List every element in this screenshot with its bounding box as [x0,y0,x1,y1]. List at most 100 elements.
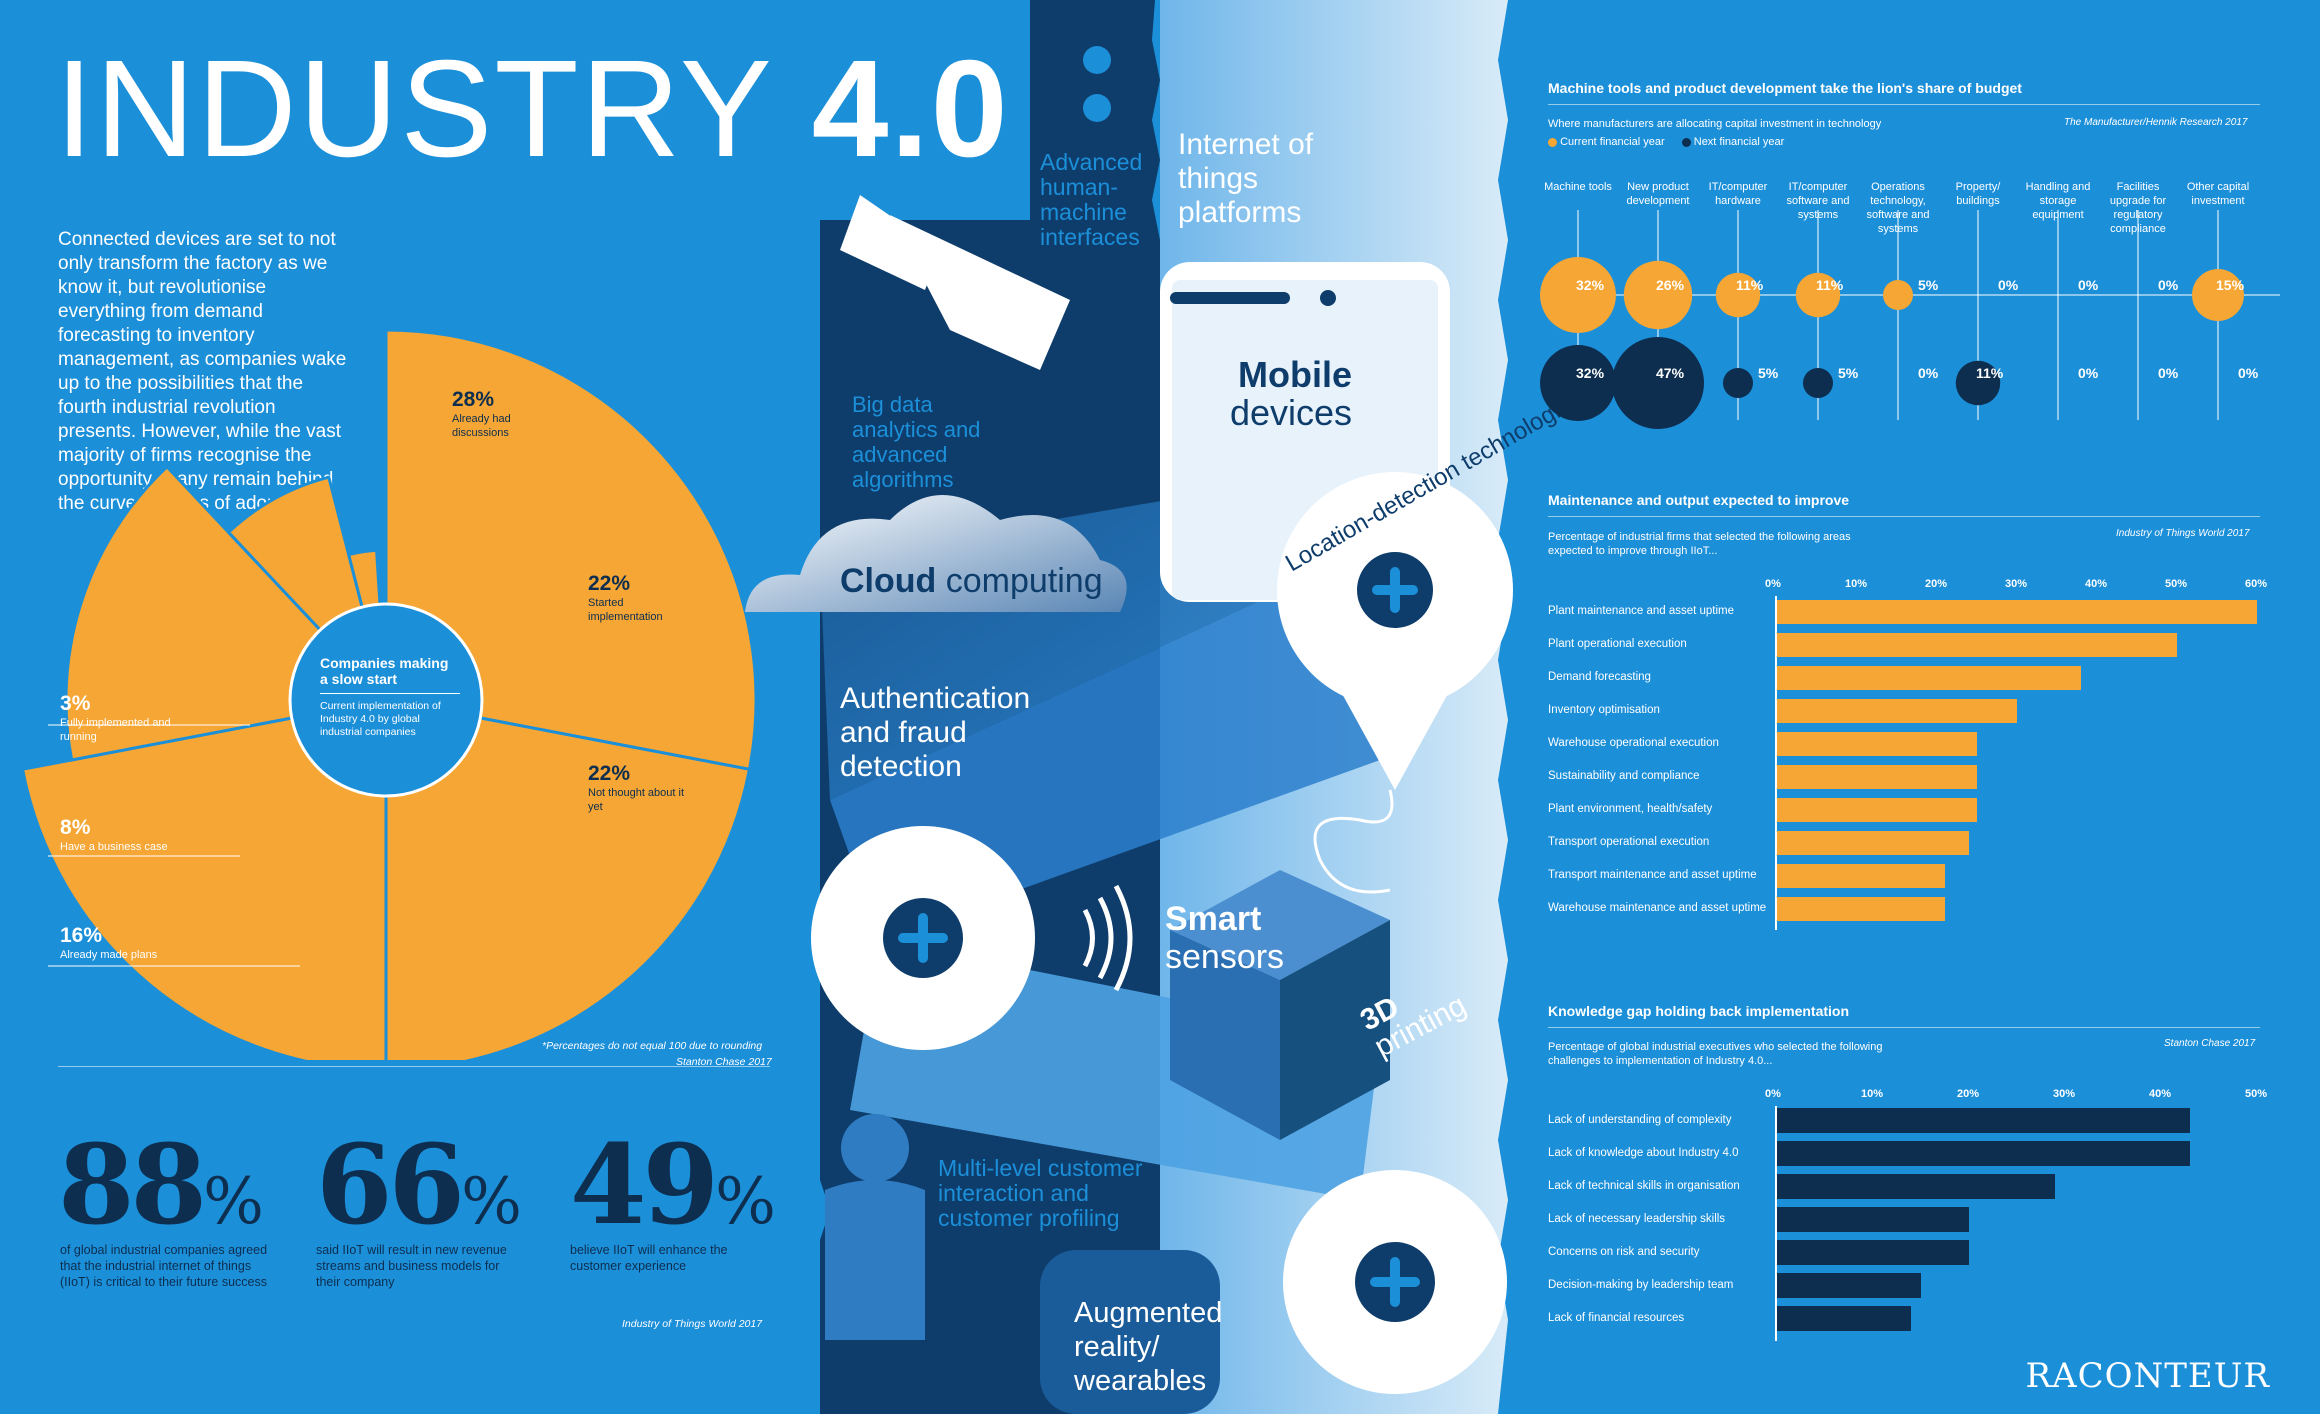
bubble-current [1882,279,1914,311]
bubble-value-label: 5% [1918,277,1939,293]
stat-66: 66% [316,1120,522,1249]
page-title: INDUSTRY 4.0 [55,40,1010,178]
bubble-value-label: 5% [1838,365,1859,381]
bubble-subtitle: Where manufacturers are allocating capit… [1548,118,1882,130]
pie-slice-28 [384,328,758,772]
slice-label-22-started: 22% Started implementation [588,572,663,623]
brand-logo: RACONTEUR [2025,1356,2270,1396]
bubble-value-label: 26% [1656,277,1685,293]
bar2-subtitle: Percentage of global industrial executiv… [1548,1041,1883,1067]
bubble-legend: Current financial year Next financial ye… [1548,135,1784,149]
bar-category-label: Warehouse operational execution [1548,737,1719,749]
label-smart: Smart sensors [1165,900,1285,976]
bubble-current [1623,260,1693,330]
cube-side [1280,920,1390,1140]
tick-label: 60% [2245,578,2268,590]
bar-axis [1775,596,1777,930]
bubble-value-label: 0% [2158,365,2179,381]
slice-label-28: 28% Already had discussions [452,388,511,439]
bar [1777,732,1977,756]
location-plus-icon [1372,567,1418,613]
bubble-value-label: 32% [1576,365,1605,381]
pie-center-label: Companies making a slow start Current im… [320,655,460,739]
bubble-col-header: IT/computer hardware [1708,181,1768,207]
label-ar: Augmented reality/ wearables [1074,1297,1223,1397]
legend-next-swatch [1681,137,1691,147]
bubble-value-label: 0% [1998,277,2019,293]
bubble-current [1715,272,1761,318]
bubble-current [2192,269,2244,321]
cube-top [1170,870,1390,980]
bar-category-label: Demand forecasting [1548,671,1651,683]
mobile-camera [1320,290,1336,306]
label-multi-level: Multi-level customer interaction and cus… [938,1155,1143,1231]
pie-chart [20,328,758,1060]
bar [1777,1273,1921,1298]
tick-label: 20% [1957,1088,1980,1100]
bar [1777,1240,1969,1265]
sensor-plus-icon [898,913,948,963]
bubble-source: The Manufacturer/Hennik Research 2017 [2064,117,2248,128]
bar [1777,1306,1912,1331]
bubble-col-header: Property/ buildings [1955,181,2001,207]
bubble-next [1722,367,1754,399]
bubble-next [1540,345,1616,421]
stat-49-desc: believe IIoT will enhance the customer e… [570,1243,728,1273]
tech-illustration [745,0,1513,1414]
slice-label-16: 16% Already made plans [60,924,158,961]
wave-1 [1082,908,1095,968]
bar-category-label: Lack of technical skills in organisation [1548,1179,1740,1192]
bubble-current [1540,257,1616,333]
bubble-title: Machine tools and product development ta… [1548,80,2022,96]
bubble-col-header: New product development [1626,181,1690,207]
pie-slice-22 [20,698,388,1060]
location-pin-tip [1340,690,1450,790]
robot-arm-lower [890,215,1070,370]
bar [1777,666,2081,690]
bar-category-label: Lack of understanding of complexity [1548,1113,1732,1126]
bar [1777,1174,2056,1199]
pie-source: Stanton Chase 2017 [676,1056,772,1068]
bubble-current [1795,272,1841,318]
tick-label: 10% [1861,1088,1884,1100]
wire [1313,789,1394,894]
tick-label: 10% [1845,578,1868,590]
stat-88: 88% [58,1120,264,1249]
tick-label: 30% [2053,1088,2076,1100]
bar [1777,600,2257,624]
divider [58,1066,770,1067]
pie-subtitle: Current implementation of Industry 4.0 b… [320,700,441,738]
stat-66-desc: said IIoT will result in new revenue str… [316,1243,507,1289]
bar-axis [1775,1106,1777,1341]
tick-label: 30% [2005,578,2028,590]
bubble-next [1955,360,2001,406]
title-bold: 4.0 [811,32,1010,186]
bar [1777,765,1977,789]
bar [1777,798,1977,822]
bar-category-label: Lack of necessary leadership skills [1548,1212,1726,1225]
bubble-value-label: 5% [1758,365,1779,381]
bubble-value-label: 0% [2078,277,2099,293]
bubble-value-label: 11% [1816,277,1844,293]
bar-category-label: Lack of financial resources [1548,1311,1685,1324]
bar1-source: Industry of Things World 2017 [2116,528,2250,539]
tick-label: 20% [1925,578,1948,590]
pie-slice-22 [384,698,752,1060]
bubble-value-label: 11% [1736,277,1764,293]
label-big-data: Big data analytics and advanced algorith… [852,392,981,492]
tick-label: 40% [2085,578,2108,590]
bar2-source: Stanton Chase 2017 [2164,1038,2256,1049]
stat-49: 49% [570,1120,776,1249]
bubble-value-label: 0% [1918,365,1939,381]
bubble-value-label: 32% [1576,277,1605,293]
cloud-shape [745,495,1127,612]
bar [1777,1141,2190,1166]
tick-label: 50% [2245,1088,2268,1100]
bar-category-label: Decision-making by leadership team [1548,1278,1734,1291]
bar [1777,699,2017,723]
slice-label-22-not: 22% Not thought about it yet [588,762,685,813]
bubble-col-header: Machine tools [1544,181,1612,193]
label-iot: Internet of things platforms [1178,128,1314,229]
label-mobile: Mobile devices [1229,354,1352,433]
bubble-value-label: 15% [2216,277,2245,293]
